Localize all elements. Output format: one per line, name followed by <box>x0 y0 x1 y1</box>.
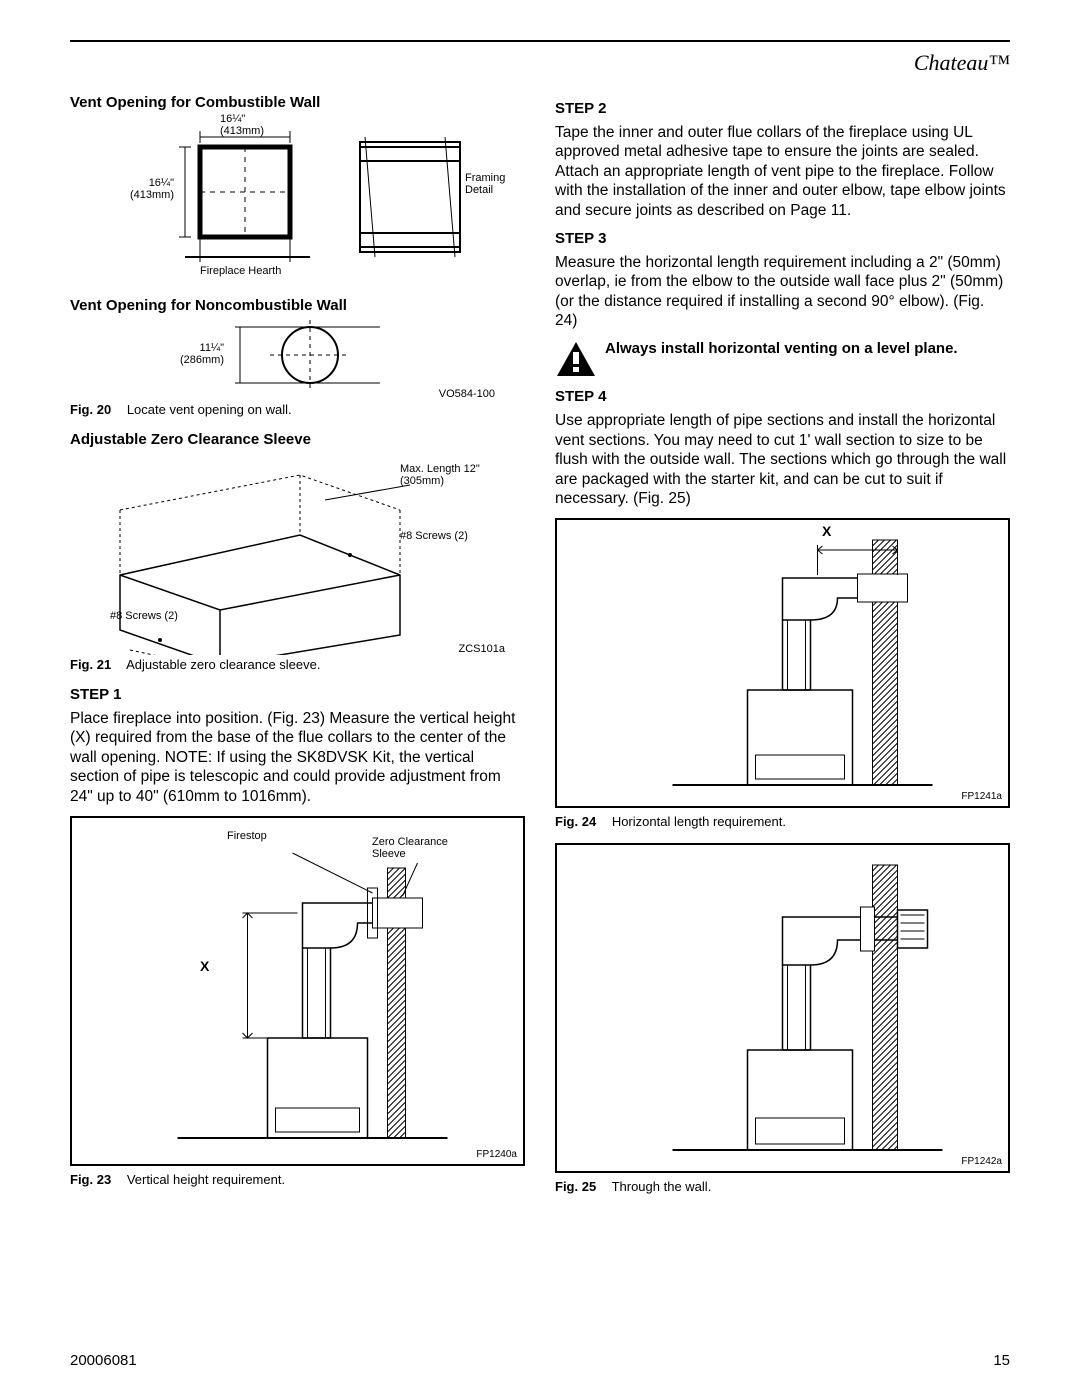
fig23-code: FP1240a <box>476 1149 517 1160</box>
fig23-x: X <box>200 958 209 974</box>
step1-text: Place fireplace into position. (Fig. 23)… <box>70 709 525 806</box>
fig21-screws1: #8 Screws (2) <box>400 530 468 542</box>
warning-text: Always install horizontal venting on a l… <box>605 340 958 359</box>
vent-noncombustible-title: Vent Opening for Noncombustible Wall <box>70 297 525 314</box>
warning-row: Always install horizontal venting on a l… <box>555 340 1010 378</box>
step3-text: Measure the horizontal length requiremen… <box>555 253 1010 331</box>
fig23-caption: Fig. 23 Vertical height requirement. <box>70 1172 525 1187</box>
footer-pagenum: 15 <box>993 1352 1010 1369</box>
fig20-framing-label: Framing Detail <box>465 172 515 196</box>
step4-text: Use appropriate length of pipe sections … <box>555 411 1010 508</box>
fig25-txt: Through the wall. <box>612 1179 712 1194</box>
fig24-x: X <box>822 523 831 539</box>
fig21-caption: Fig. 21 Adjustable zero clearance sleeve… <box>70 657 525 672</box>
fig23-sleeve: Zero Clearance Sleeve <box>372 836 452 860</box>
footer: 20006081 15 <box>70 1352 1010 1369</box>
fig20-num: Fig. 20 <box>70 402 111 417</box>
fig20b: 11¼" (286mm) VO584-100 <box>70 320 525 400</box>
left-column: Vent Opening for Combustible Wall <box>70 94 525 1201</box>
fig20-txt: Locate vent opening on wall. <box>127 402 292 417</box>
fig23-txt: Vertical height requirement. <box>127 1172 285 1187</box>
fig20-top-dim: 16¼" (413mm) <box>220 113 264 137</box>
fig25-box: FP1242a <box>555 843 1010 1173</box>
fig20-hearth-label: Fireplace Hearth <box>200 265 281 277</box>
fig21-screws2: #8 Screws (2) <box>110 610 178 622</box>
step4-label: STEP 4 <box>555 388 1010 405</box>
step3-label: STEP 3 <box>555 230 1010 247</box>
warning-icon <box>555 340 597 378</box>
footer-docnum: 20006081 <box>70 1352 137 1369</box>
fig21-maxlen: Max. Length 12" (305mm) <box>400 463 490 487</box>
step2-text: Tape the inner and outer flue collars of… <box>555 123 1010 220</box>
fig25-caption: Fig. 25 Through the wall. <box>555 1179 1010 1194</box>
fig20-svg <box>70 117 490 287</box>
fig20b-svg <box>70 320 490 400</box>
fig23-svg <box>82 828 513 1158</box>
fig20-left-dim: 16¼" (413mm) <box>130 177 174 201</box>
fig23-num: Fig. 23 <box>70 1172 111 1187</box>
fig20-caption: Fig. 20 Locate vent opening on wall. <box>70 402 525 417</box>
fig24-box: X FP1241a <box>555 518 1010 808</box>
fig23-box: Firestop Zero Clearance Sleeve X FP1240a <box>70 816 525 1166</box>
fig23-firestop: Firestop <box>227 830 267 842</box>
right-column: STEP 2 Tape the inner and outer flue col… <box>555 94 1010 1201</box>
fig20-combustible: 16¼" (413mm) 16¼" (413mm) Framing Detail… <box>70 117 525 287</box>
fig24-svg <box>567 530 998 800</box>
fig20b-dim: 11¼" (286mm) <box>180 342 224 366</box>
vent-combustible-title: Vent Opening for Combustible Wall <box>70 94 525 111</box>
zero-clearance-title: Adjustable Zero Clearance Sleeve <box>70 431 525 449</box>
fig25-code: FP1242a <box>961 1156 1002 1167</box>
fig24-code: FP1241a <box>961 791 1002 802</box>
two-columns: Vent Opening for Combustible Wall <box>70 94 1010 1201</box>
fig21-num: Fig. 21 <box>70 657 111 672</box>
fig24-num: Fig. 24 <box>555 814 596 829</box>
fig25-svg <box>567 855 998 1165</box>
product-name: Chateau™ <box>70 50 1010 76</box>
fig25-num: Fig. 25 <box>555 1179 596 1194</box>
header-rule <box>70 40 1010 42</box>
step1-label: STEP 1 <box>70 686 525 703</box>
fig24-caption: Fig. 24 Horizontal length requirement. <box>555 814 1010 829</box>
fig21-code: ZCS101a <box>459 643 505 655</box>
fig24-txt: Horizontal length requirement. <box>612 814 786 829</box>
fig20b-code: VO584-100 <box>439 388 495 400</box>
fig21-txt: Adjustable zero clearance sleeve. <box>126 657 320 672</box>
fig21: Max. Length 12" (305mm) #8 Screws (2) #8… <box>70 455 525 655</box>
step2-label: STEP 2 <box>555 100 1010 117</box>
